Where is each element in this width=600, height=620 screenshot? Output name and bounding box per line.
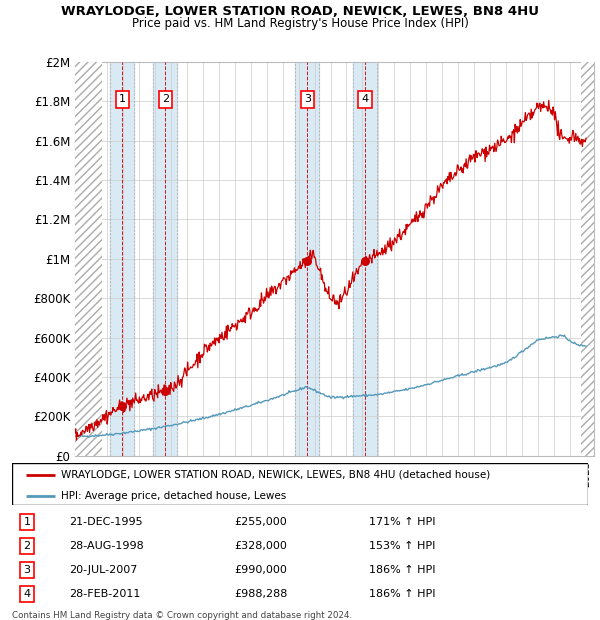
Text: 2: 2 xyxy=(23,541,31,551)
Text: 2: 2 xyxy=(162,94,169,104)
Text: Price paid vs. HM Land Registry's House Price Index (HPI): Price paid vs. HM Land Registry's House … xyxy=(131,17,469,30)
Text: 21-DEC-1995: 21-DEC-1995 xyxy=(69,517,143,527)
Text: 186% ↑ HPI: 186% ↑ HPI xyxy=(369,590,436,600)
Text: 3: 3 xyxy=(304,94,311,104)
Bar xyxy=(295,62,319,456)
Bar xyxy=(75,62,102,456)
Bar xyxy=(581,62,594,456)
Text: £988,288: £988,288 xyxy=(234,590,287,600)
Text: £328,000: £328,000 xyxy=(234,541,287,551)
Text: £990,000: £990,000 xyxy=(234,565,287,575)
Bar xyxy=(154,62,178,456)
Text: WRAYLODGE, LOWER STATION ROAD, NEWICK, LEWES, BN8 4HU: WRAYLODGE, LOWER STATION ROAD, NEWICK, L… xyxy=(61,5,539,18)
Bar xyxy=(110,62,134,456)
Text: £255,000: £255,000 xyxy=(234,517,287,527)
Text: 186% ↑ HPI: 186% ↑ HPI xyxy=(369,565,436,575)
Text: 4: 4 xyxy=(23,590,31,600)
Bar xyxy=(353,62,377,456)
Text: 171% ↑ HPI: 171% ↑ HPI xyxy=(369,517,436,527)
Text: 1: 1 xyxy=(23,517,31,527)
Text: 20-JUL-2007: 20-JUL-2007 xyxy=(69,565,137,575)
Text: 28-FEB-2011: 28-FEB-2011 xyxy=(69,590,140,600)
Text: 3: 3 xyxy=(23,565,31,575)
Text: 4: 4 xyxy=(361,94,368,104)
Text: 153% ↑ HPI: 153% ↑ HPI xyxy=(369,541,436,551)
Text: 28-AUG-1998: 28-AUG-1998 xyxy=(69,541,144,551)
Text: WRAYLODGE, LOWER STATION ROAD, NEWICK, LEWES, BN8 4HU (detached house): WRAYLODGE, LOWER STATION ROAD, NEWICK, L… xyxy=(61,469,490,479)
Text: 1: 1 xyxy=(119,94,126,104)
Text: Contains HM Land Registry data © Crown copyright and database right 2024.
This d: Contains HM Land Registry data © Crown c… xyxy=(12,611,352,620)
Text: HPI: Average price, detached house, Lewes: HPI: Average price, detached house, Lewe… xyxy=(61,491,286,501)
